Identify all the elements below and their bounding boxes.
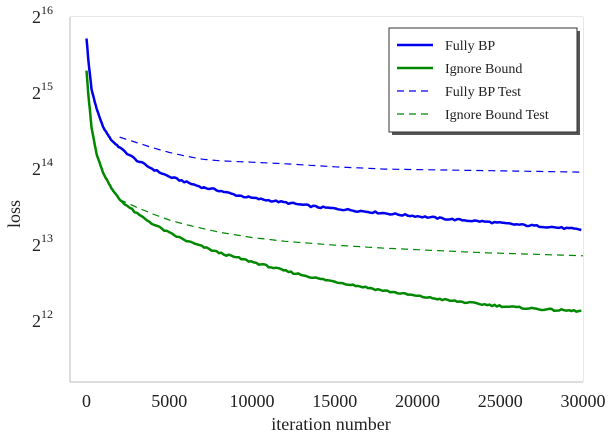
y-axis-label: loss bbox=[4, 200, 24, 228]
y-tick-label: 215 bbox=[32, 79, 53, 103]
y-tick-label: 216 bbox=[32, 3, 53, 27]
series-line-fully-bp bbox=[85, 38, 582, 232]
legend-label: Fully BP Test bbox=[445, 85, 521, 100]
y-tick-label: 213 bbox=[32, 231, 53, 255]
legend-label: Ignore Bound Test bbox=[445, 108, 549, 123]
y-tick-labels: 212 213 214 215 216 bbox=[32, 3, 53, 331]
legend: Fully BP Ignore Bound Fully BP Test Ignore … bbox=[388, 27, 580, 135]
series-lines bbox=[85, 38, 584, 313]
x-tick-label: 5000 bbox=[151, 391, 187, 411]
x-tick-label: 20000 bbox=[395, 391, 440, 411]
series-line-ignore-bound bbox=[85, 70, 582, 313]
y-tick-label: 212 bbox=[32, 307, 53, 331]
legend-label: Fully BP bbox=[445, 39, 495, 54]
x-tick-label: 0 bbox=[82, 391, 91, 411]
x-tick-label: 15000 bbox=[312, 391, 357, 411]
x-tick-label: 10000 bbox=[230, 391, 275, 411]
x-axis-label: iteration number bbox=[271, 414, 390, 434]
y-tick-label: 214 bbox=[32, 155, 53, 179]
x-tick-label: 30000 bbox=[561, 391, 606, 411]
x-tick-labels: 0 5000 10000 15000 20000 25000 30000 bbox=[82, 391, 605, 411]
legend-label: Ignore Bound bbox=[445, 62, 522, 77]
series-line-fully-bp-test bbox=[119, 136, 583, 173]
x-tick-label: 25000 bbox=[478, 391, 523, 411]
